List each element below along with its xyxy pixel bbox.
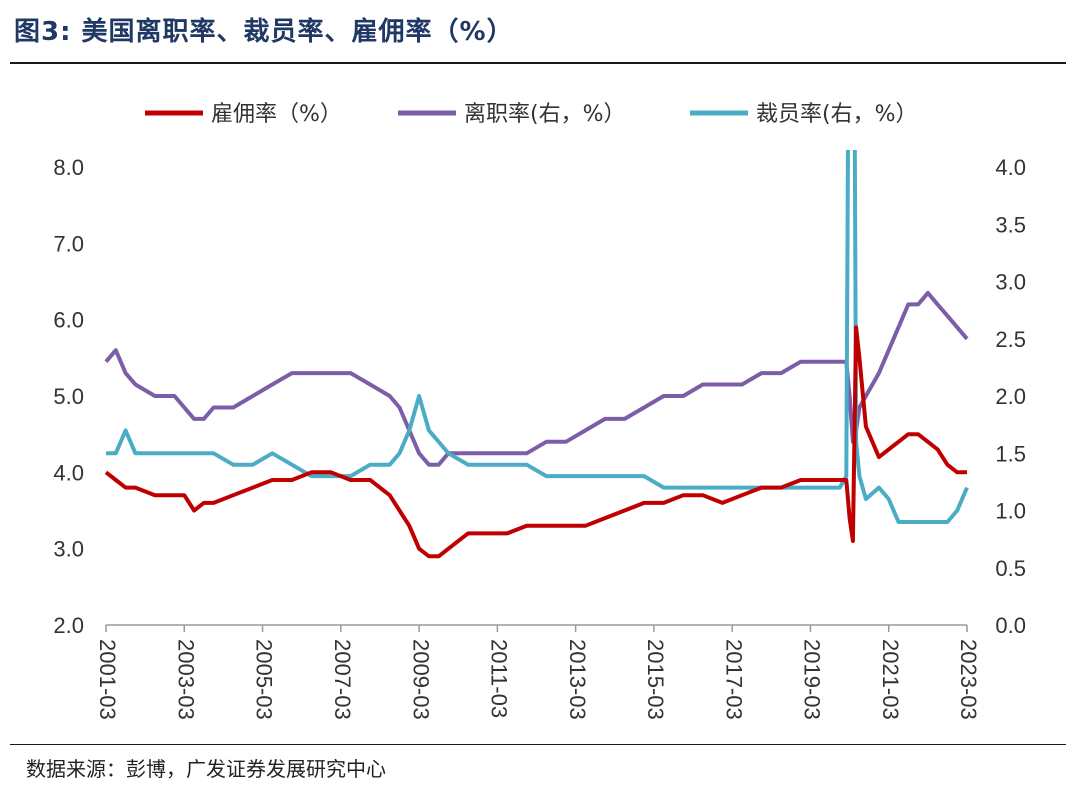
series-line-1 xyxy=(104,290,969,467)
x-tick-label: 2009-03 xyxy=(408,639,433,720)
y-right-tick-label: 2.0 xyxy=(995,384,1026,409)
figure-title: 图3: 美国离职率、裁员率、雇佣率（%） xyxy=(14,17,514,47)
y-right-tick-label: 3.5 xyxy=(995,212,1026,237)
line-chart: 雇佣率（%） 离职率(右，%） 裁员率(右，%） 2.0 3.0 4.0 5.0 6.0 7.… xyxy=(53,102,1026,720)
y-right-tick-label: 3.0 xyxy=(995,270,1026,295)
x-tick-label: 2001-03 xyxy=(95,639,120,720)
x-tick-label: 2021-03 xyxy=(878,639,903,720)
series-line-2 xyxy=(106,150,969,524)
y-left-tick-label: 4.0 xyxy=(53,460,84,485)
y-left-tick-label: 5.0 xyxy=(53,384,84,409)
title-rule xyxy=(10,62,1066,64)
series-line-0 xyxy=(104,325,967,559)
y-right-tick-label: 0.5 xyxy=(995,556,1026,581)
series-lines xyxy=(104,150,969,559)
y-left-tick-label: 7.0 xyxy=(53,231,84,256)
tick-labels: 2.0 3.0 4.0 5.0 6.0 7.0 8.0 0.0 0.5 1.0 1.5 2.0 2.5 3… xyxy=(53,155,1026,720)
x-tick-label: 2019-03 xyxy=(800,639,825,720)
legend: 雇佣率（%） 离职率(右，%） 裁员率(右，%） xyxy=(145,102,918,127)
x-tick-label: 2017-03 xyxy=(721,639,746,720)
x-tick-label: 2007-03 xyxy=(330,639,355,720)
x-tick-label: 2013-03 xyxy=(565,639,590,720)
y-left-tick-label: 3.0 xyxy=(53,537,84,562)
y-left-tick-label: 8.0 xyxy=(53,155,84,180)
y-right-tick-label: 0.0 xyxy=(995,613,1026,638)
y-left-tick-label: 6.0 xyxy=(53,308,84,333)
x-tick-label: 2005-03 xyxy=(252,639,277,720)
source-note: 数据来源：彭博，广发证券发展研究中心 xyxy=(26,757,386,781)
legend-label: 裁员率(右，%） xyxy=(756,102,918,127)
y-right-tick-label: 1.0 xyxy=(995,499,1026,524)
legend-label: 雇佣率（%） xyxy=(211,102,342,127)
x-tick-label: 2011-03 xyxy=(487,639,512,718)
axes xyxy=(105,624,968,632)
y-right-tick-label: 1.5 xyxy=(995,441,1026,466)
x-tick-label: 2015-03 xyxy=(643,639,668,720)
x-tick-label: 2003-03 xyxy=(173,639,198,720)
y-right-tick-label: 2.5 xyxy=(995,327,1026,352)
y-left-tick-label: 2.0 xyxy=(53,613,84,638)
y-right-tick-label: 4.0 xyxy=(995,155,1026,180)
source-rule xyxy=(10,744,1066,745)
legend-label: 离职率(右，%） xyxy=(464,102,626,127)
x-tick-label: 2023-03 xyxy=(956,639,981,720)
